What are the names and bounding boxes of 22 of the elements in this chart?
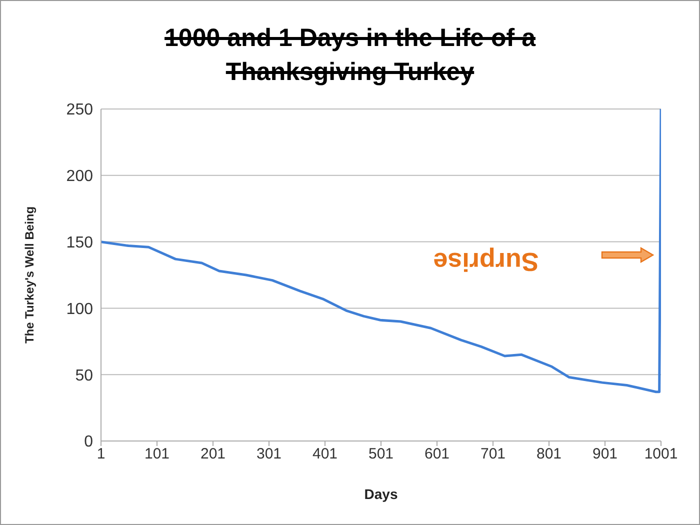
y-tick-label: 200	[66, 168, 94, 186]
chart-title: 1000 and 1 Days in the Life of a Thanksgiving Turkey	[164, 23, 537, 88]
y-tick-label: 250	[66, 102, 94, 119]
x-tick-label: 701	[480, 446, 506, 463]
x-tick-label: 201	[200, 446, 226, 463]
annotation: Surprise	[432, 246, 540, 277]
x-tick-label: 601	[424, 446, 450, 463]
y-axis-title: The Turkey's Well Being	[22, 206, 36, 344]
y-tick-label: 50	[75, 367, 94, 384]
y-tick-label: 150	[66, 234, 94, 252]
line-series	[101, 109, 661, 394]
x-axis-title: Days	[364, 486, 398, 502]
x-tick-label: 901	[592, 446, 618, 463]
x-tick-label: 801	[536, 446, 562, 463]
x-tick-label: 1001	[644, 446, 678, 463]
x-tick-label: 401	[312, 446, 338, 463]
x-tick-label: 101	[144, 446, 170, 463]
x-tick-label: 1	[96, 446, 106, 463]
x-tick-label: 301	[256, 446, 282, 463]
y-tick-label: 100	[66, 300, 94, 318]
y-tick-label: 0	[84, 434, 94, 451]
x-tick-label: 501	[368, 446, 394, 463]
